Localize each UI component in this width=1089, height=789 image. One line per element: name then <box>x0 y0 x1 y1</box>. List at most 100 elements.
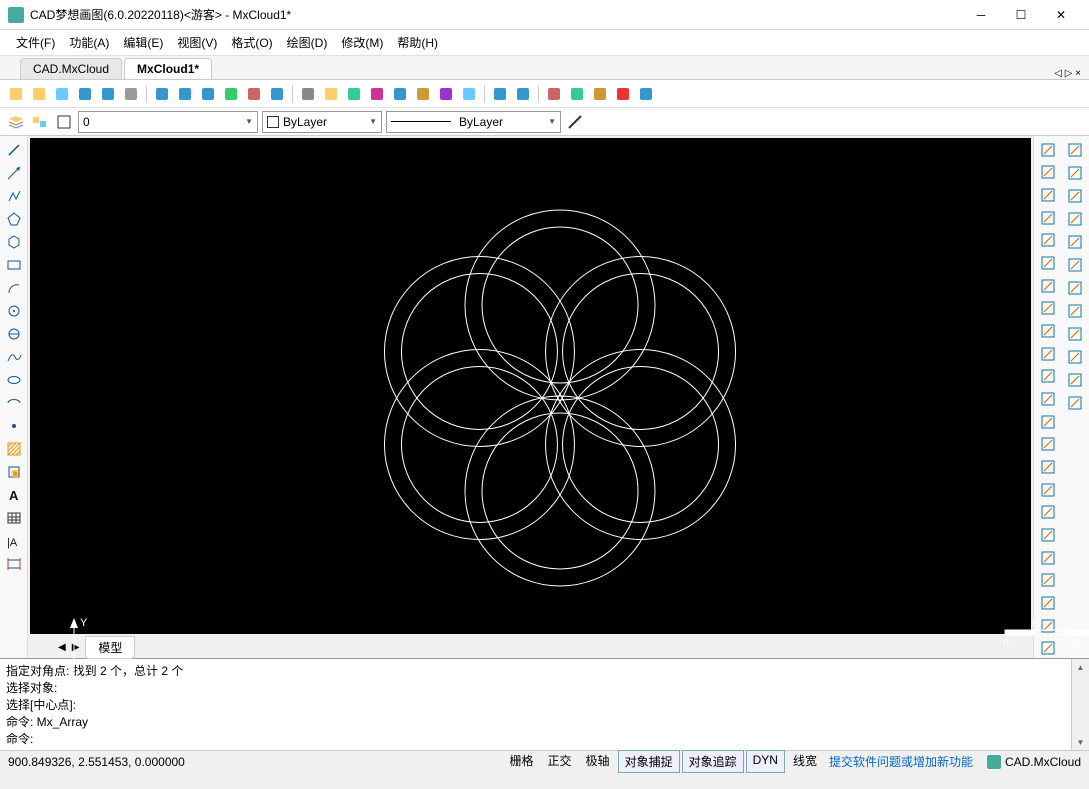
block-icon[interactable] <box>413 84 433 104</box>
menu-0[interactable]: 文件(F) <box>10 31 61 54</box>
doc-tab-1[interactable]: MxCloud1* <box>124 58 212 79</box>
layer-manager-icon[interactable] <box>6 112 26 132</box>
layer-lock-icon[interactable] <box>54 112 74 132</box>
lengthen-icon[interactable] <box>1038 344 1058 364</box>
layers-icon[interactable] <box>344 84 364 104</box>
status-toggle-极轴[interactable]: 极轴 <box>580 750 616 773</box>
saveall-icon[interactable] <box>98 84 118 104</box>
offset-icon[interactable] <box>1038 185 1058 205</box>
status-toggle-正交[interactable]: 正交 <box>542 750 578 773</box>
mtext-tool-icon[interactable]: |A <box>4 531 24 551</box>
ellipse-tool-icon[interactable] <box>4 370 24 390</box>
break-icon[interactable] <box>1038 412 1058 432</box>
find-icon[interactable] <box>367 84 387 104</box>
pan-icon[interactable] <box>221 84 241 104</box>
undo-icon[interactable] <box>490 84 510 104</box>
tab-nav-arrows[interactable]: ◁ ▷ × <box>1054 68 1081 79</box>
menu-6[interactable]: 修改(M) <box>335 31 389 54</box>
image-icon[interactable] <box>459 84 479 104</box>
lineweight-icon[interactable] <box>565 112 585 132</box>
rotate-icon[interactable] <box>1038 231 1058 251</box>
zoom-out-icon[interactable] <box>175 84 195 104</box>
text-tool-icon[interactable]: A <box>4 485 24 505</box>
join-icon[interactable] <box>1038 503 1058 523</box>
explode-icon[interactable] <box>1038 457 1058 477</box>
globe-icon[interactable] <box>567 84 587 104</box>
extend-icon[interactable] <box>1038 299 1058 319</box>
help-icon[interactable] <box>636 84 656 104</box>
spline-tool-icon[interactable] <box>4 347 24 367</box>
layer-states-icon[interactable] <box>30 112 50 132</box>
arc-tool-icon[interactable] <box>4 278 24 298</box>
hatch-tool-icon[interactable] <box>4 439 24 459</box>
offset2-icon[interactable] <box>1065 301 1085 321</box>
new-icon[interactable] <box>6 84 26 104</box>
circle2-tool-icon[interactable] <box>4 324 24 344</box>
pdf-icon[interactable] <box>613 84 633 104</box>
status-toggle-线宽[interactable]: 线宽 <box>787 750 823 773</box>
doc-tab-0[interactable]: CAD.MxCloud <box>20 58 122 79</box>
chamfer-icon[interactable] <box>1038 480 1058 500</box>
menu-4[interactable]: 格式(O) <box>225 31 278 54</box>
status-toggle-对象追踪[interactable]: 对象追踪 <box>682 750 744 773</box>
dim-tool-tool-icon[interactable] <box>4 554 24 574</box>
move2-icon[interactable] <box>1065 347 1085 367</box>
print-icon[interactable] <box>121 84 141 104</box>
ellipse-arc-tool-icon[interactable] <box>4 393 24 413</box>
scale2-icon[interactable] <box>1065 209 1085 229</box>
dist-icon[interactable] <box>1038 548 1058 568</box>
rect-tool-icon[interactable] <box>4 255 24 275</box>
minimize-button[interactable]: ─ <box>961 1 1001 29</box>
align-icon[interactable] <box>1038 525 1058 545</box>
drawing-canvas[interactable]: Y X 10 70 0 30 <box>30 138 1031 634</box>
command-scrollbar[interactable]: ▲▼ <box>1071 659 1089 750</box>
array2-icon[interactable] <box>1065 324 1085 344</box>
copy2-icon[interactable] <box>1065 370 1085 390</box>
array-icon[interactable] <box>1038 163 1058 183</box>
color-dropdown[interactable]: ByLayer ▼ <box>262 111 382 133</box>
zoom-win-icon[interactable] <box>298 84 318 104</box>
break2-icon[interactable] <box>1038 435 1058 455</box>
status-toggle-栅格[interactable]: 栅格 <box>504 750 540 773</box>
open2-icon[interactable] <box>52 84 72 104</box>
maximize-button[interactable]: ☐ <box>1001 1 1041 29</box>
trim-icon[interactable] <box>1038 253 1058 273</box>
feedback-link[interactable]: 提交软件问题或增加新功能 <box>823 753 979 770</box>
linetype-dropdown[interactable]: ByLayer ▼ <box>386 111 561 133</box>
rotate2-icon[interactable] <box>1065 186 1085 206</box>
table-tool-icon[interactable] <box>4 508 24 528</box>
insert-tool-icon[interactable]: ▣ <box>4 462 24 482</box>
redo-icon[interactable] <box>513 84 533 104</box>
zoom-all-icon[interactable] <box>267 84 287 104</box>
mirror-icon[interactable] <box>1038 276 1058 296</box>
stretch2-icon[interactable] <box>1065 393 1085 413</box>
menu-3[interactable]: 视图(V) <box>171 31 223 54</box>
plot-icon[interactable] <box>544 84 564 104</box>
menu-1[interactable]: 功能(A) <box>63 31 115 54</box>
erase-icon[interactable] <box>1065 140 1085 160</box>
close-button[interactable]: ✕ <box>1041 1 1081 29</box>
scale-icon[interactable] <box>1038 367 1058 387</box>
xline-tool-icon[interactable] <box>4 163 24 183</box>
hatch-icon[interactable] <box>390 84 410 104</box>
circle-tool-icon[interactable] <box>4 301 24 321</box>
copy-icon[interactable] <box>1038 140 1058 160</box>
line-tool-icon[interactable] <box>4 140 24 160</box>
fillet-icon[interactable] <box>1038 321 1058 341</box>
extend2-icon[interactable] <box>1065 255 1085 275</box>
hexagon-tool-icon[interactable] <box>4 232 24 252</box>
status-toggle-DYN[interactable]: DYN <box>746 750 785 773</box>
mirror2-icon[interactable] <box>1065 163 1085 183</box>
fillet2-icon[interactable] <box>1065 278 1085 298</box>
dim-icon[interactable] <box>436 84 456 104</box>
menu-7[interactable]: 帮助(H) <box>391 31 444 54</box>
measure-icon[interactable] <box>244 84 264 104</box>
stretch-icon[interactable] <box>1038 389 1058 409</box>
menu-2[interactable]: 编辑(E) <box>117 31 169 54</box>
move-icon[interactable] <box>1038 208 1058 228</box>
props-icon[interactable] <box>1038 570 1058 590</box>
pline-tool-icon[interactable] <box>4 186 24 206</box>
status-toggle-对象捕捉[interactable]: 对象捕捉 <box>618 750 680 773</box>
menu-5[interactable]: 绘图(D) <box>281 31 334 54</box>
group-icon[interactable] <box>1038 593 1058 613</box>
